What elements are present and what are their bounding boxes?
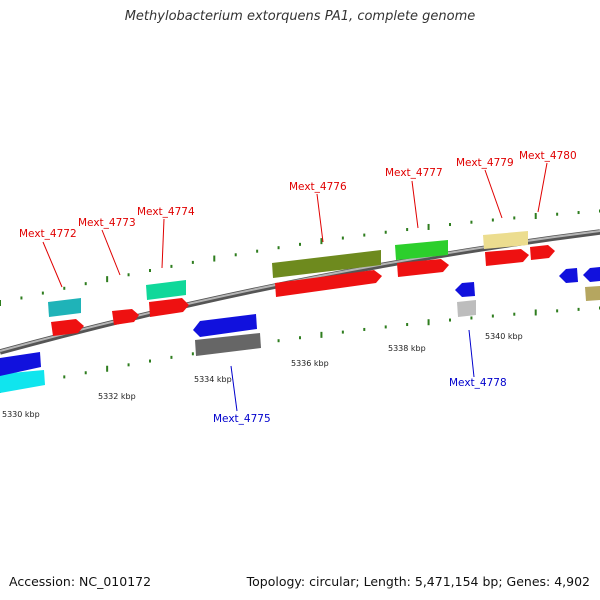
- minor-tick: [63, 375, 66, 379]
- minor-tick: [491, 314, 494, 318]
- gene-arrow: [51, 319, 84, 336]
- reverse-genes: [0, 267, 600, 376]
- minor-tick: [84, 282, 87, 286]
- gene-arrow: [397, 259, 449, 277]
- gene-arrow: [485, 249, 529, 266]
- minor-tick: [384, 325, 387, 329]
- feature-block: [0, 370, 45, 393]
- minor-tick: [234, 253, 237, 257]
- gene-arrow: [275, 270, 382, 297]
- feature-block: [146, 280, 186, 300]
- major-tick: [0, 300, 1, 306]
- forward-genes: [51, 245, 555, 336]
- major-tick: [534, 309, 537, 316]
- minor-tick: [384, 230, 387, 234]
- inner-scale-ticks: [0, 306, 600, 393]
- minor-tick: [191, 260, 194, 264]
- minor-tick: [256, 249, 259, 253]
- minor-tick: [363, 233, 366, 237]
- minor-tick: [149, 359, 151, 363]
- cog-features: [0, 231, 600, 393]
- minor-tick: [299, 242, 301, 246]
- major-tick: [213, 255, 216, 262]
- feature-block: [272, 250, 381, 278]
- label-leaders: [42, 162, 548, 412]
- minor-tick: [341, 330, 344, 334]
- minor-tick: [556, 309, 559, 313]
- minor-tick: [41, 291, 44, 295]
- gene-labels: Mext_4772 Mext_4773 Mext_4774 Mext_4775 …: [19, 150, 577, 425]
- scale-label: 5330 kbp: [2, 410, 40, 419]
- minor-tick: [84, 371, 87, 375]
- minor-tick: [20, 296, 23, 300]
- gene-arrow: [149, 298, 189, 317]
- minor-tick: [470, 220, 473, 224]
- gene-arrow: [583, 267, 600, 282]
- feature-block: [48, 298, 81, 317]
- major-tick: [534, 213, 537, 220]
- minor-tick: [449, 223, 451, 227]
- minor-tick: [513, 312, 516, 316]
- feature-block: [585, 286, 600, 301]
- gene-arrow: [559, 268, 578, 283]
- gene-arrow: [530, 245, 555, 260]
- minor-tick: [491, 218, 494, 222]
- feature-block: [195, 333, 261, 356]
- feature-block: [457, 300, 476, 317]
- gene-label: Mext_4780: [519, 150, 577, 162]
- minor-tick: [513, 216, 516, 220]
- minor-tick: [406, 323, 409, 327]
- scale-label: 5338 kbp: [388, 344, 426, 353]
- feature-block: [483, 231, 528, 249]
- minor-tick: [170, 264, 173, 268]
- gene-arrow: [193, 314, 257, 337]
- gene-label: Mext_4779: [456, 157, 514, 169]
- minor-tick: [299, 336, 301, 340]
- minor-tick: [191, 352, 194, 356]
- minor-tick: [63, 286, 66, 290]
- minor-tick: [577, 307, 580, 311]
- minor-tick: [277, 339, 280, 343]
- major-tick: [320, 331, 323, 338]
- minor-tick: [470, 316, 473, 320]
- minor-tick: [363, 327, 366, 331]
- gene-label: Mext_4776: [289, 181, 347, 193]
- gene-arrow: [455, 282, 475, 297]
- minor-tick: [556, 212, 559, 216]
- scale-label: 5336 kbp: [291, 359, 329, 368]
- major-tick: [106, 276, 109, 283]
- gene-label: Mext_4772: [19, 228, 77, 240]
- gene-label: Mext_4777: [385, 167, 443, 179]
- minor-tick: [127, 273, 130, 277]
- topology-text: Topology: circular; Length: 5,471,154 bp…: [246, 574, 590, 589]
- feature-block: [395, 240, 448, 260]
- major-tick: [427, 223, 430, 230]
- scale-label: 5332 kbp: [98, 392, 136, 401]
- outer-scale-ticks: [0, 209, 600, 306]
- gene-arrow: [0, 352, 41, 376]
- minor-tick: [341, 236, 344, 240]
- gene-label: Mext_4773: [78, 217, 136, 229]
- minor-tick: [149, 269, 151, 273]
- major-tick: [320, 238, 323, 245]
- minor-tick: [449, 318, 451, 322]
- scale-label: 5334 kbp: [194, 375, 232, 384]
- page-title: Methylobacterium extorquens PA1, complet…: [124, 9, 476, 24]
- major-tick: [106, 365, 109, 372]
- scale-label: 5340 kbp: [485, 332, 523, 341]
- gene-label: Mext_4774: [137, 206, 195, 218]
- minor-tick: [170, 355, 173, 359]
- gene-arrow: [112, 309, 139, 325]
- minor-tick: [577, 211, 580, 215]
- minor-tick: [406, 228, 409, 232]
- scale-labels: 5330 kbp 5332 kbp 5334 kbp 5336 kbp 5338…: [2, 332, 523, 419]
- minor-tick: [127, 363, 130, 367]
- gene-label: Mext_4775: [213, 413, 271, 425]
- gene-label: Mext_4778: [449, 377, 507, 389]
- minor-tick: [277, 246, 280, 250]
- major-tick: [427, 319, 430, 326]
- accession-text: Accession: NC_010172: [9, 574, 152, 589]
